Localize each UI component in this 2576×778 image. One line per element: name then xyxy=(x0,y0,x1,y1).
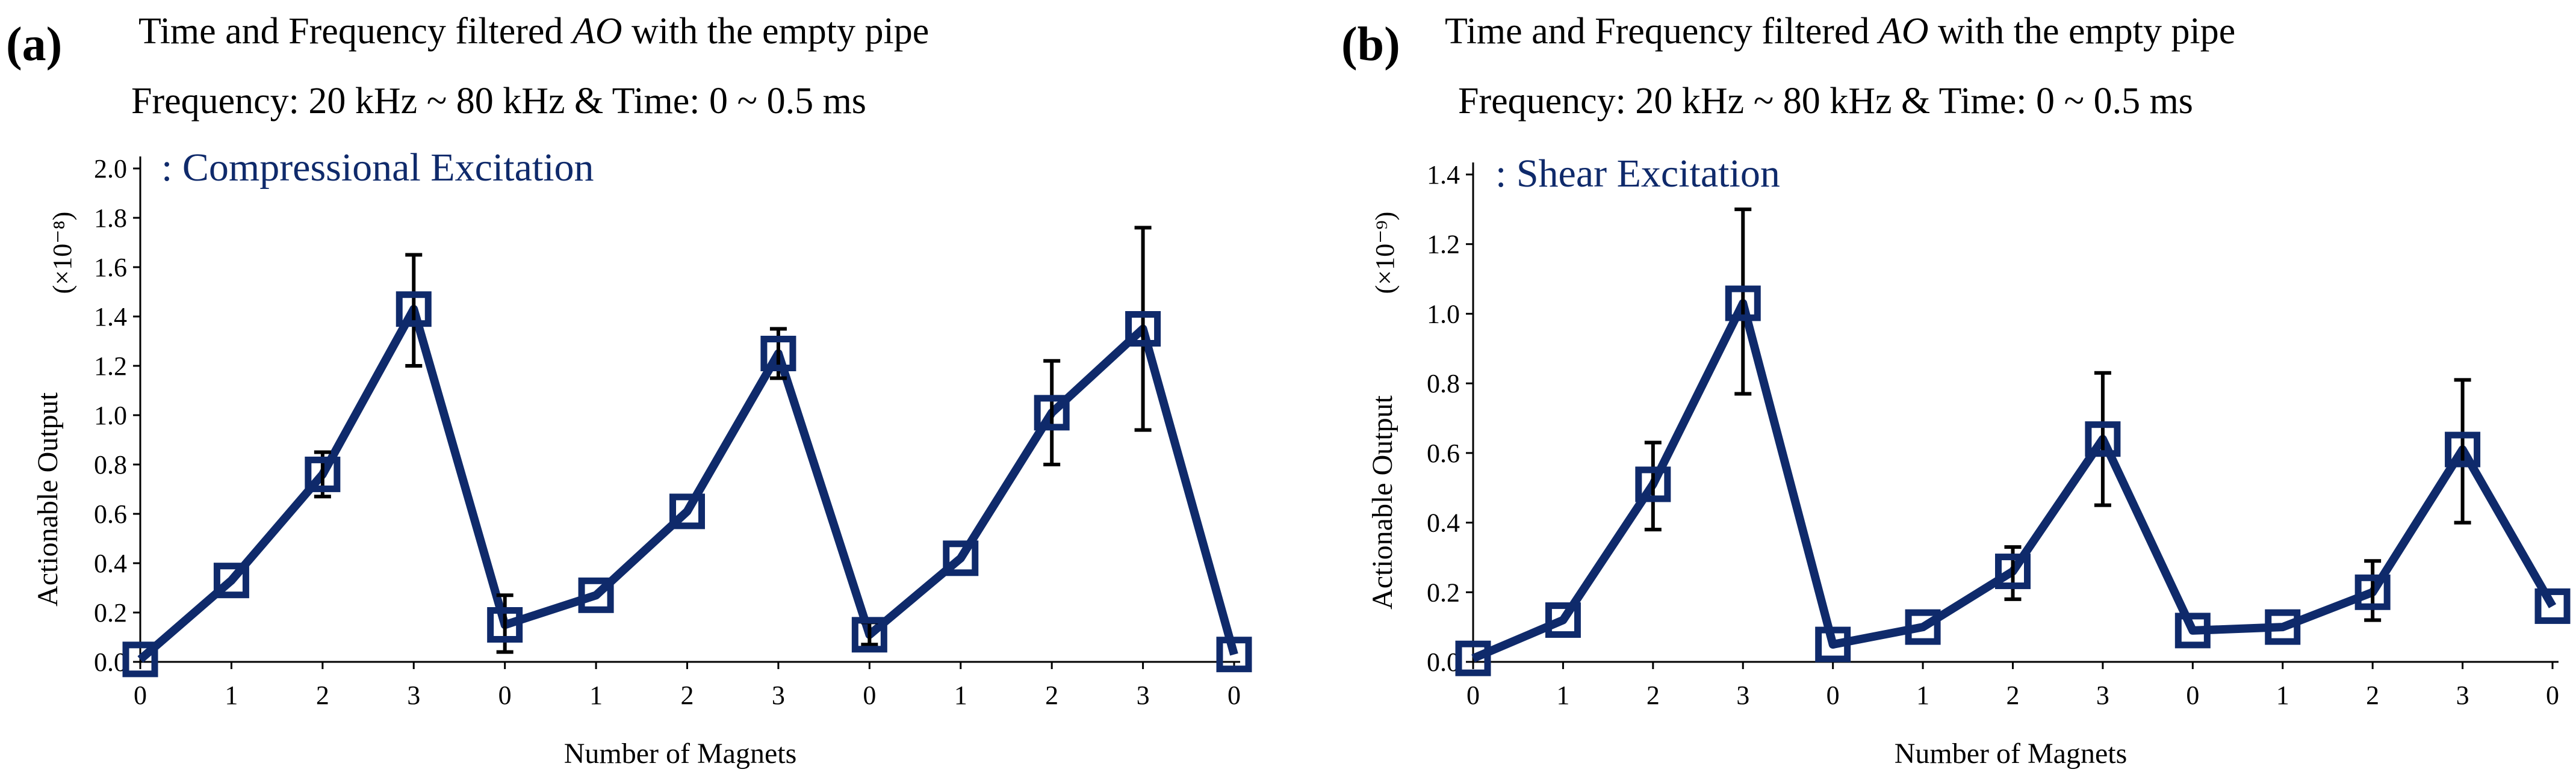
data-point xyxy=(2445,431,2481,468)
y-axis-label: Actionable Output xyxy=(1367,395,1398,610)
y-tick-label: 0.0 xyxy=(1427,647,1460,677)
data-point xyxy=(2354,574,2391,610)
data-point xyxy=(2534,588,2571,624)
y-tick-label: 0.6 xyxy=(1427,439,1460,468)
y-tick-label: 0.0 xyxy=(94,647,127,677)
x-tick-label: 1 xyxy=(954,681,967,710)
data-point xyxy=(1635,466,1671,502)
y-tick-label: 1.4 xyxy=(1427,160,1460,190)
x-tick-label: 3 xyxy=(407,681,420,710)
chart-title-italic: AO xyxy=(1876,11,1929,52)
chart-title-prefix: Time and Frequency filtered xyxy=(138,11,573,52)
x-tick-label: 0 xyxy=(1826,681,1840,710)
y-tick-label: 1.2 xyxy=(94,351,127,381)
x-tick-label: 0 xyxy=(1466,681,1480,710)
series-line xyxy=(137,304,1238,663)
y-tick-label: 1.6 xyxy=(94,253,127,282)
data-point xyxy=(578,577,614,613)
data-point xyxy=(760,336,796,371)
chart-title-prefix: Time and Frequency filtered xyxy=(1445,11,1879,52)
chart-title: Time and Frequency filtered AO with the … xyxy=(138,11,929,52)
data-point xyxy=(487,607,523,643)
y-tick-label: 0.6 xyxy=(94,499,127,529)
y-tick-label: 1.0 xyxy=(94,401,127,430)
x-tick-label: 0 xyxy=(498,681,512,710)
x-tick-label: 1 xyxy=(225,681,238,710)
data-point xyxy=(943,540,979,576)
y-tick-label: 0.2 xyxy=(94,598,127,628)
x-tick-label: 0 xyxy=(863,681,876,710)
legend-entry: : Compressional Excitation xyxy=(161,146,594,190)
legend-entry: : Shear Excitation xyxy=(1495,152,1780,196)
data-point xyxy=(1216,637,1252,673)
data-point xyxy=(1725,285,1761,321)
x-tick-label: 2 xyxy=(316,681,329,710)
panel-label: (a) xyxy=(6,18,62,71)
x-tick-label: 1 xyxy=(589,681,603,710)
x-tick-label: 3 xyxy=(2456,681,2469,710)
y-tick-label: 0.8 xyxy=(94,450,127,480)
x-tick-label: 1 xyxy=(1916,681,1929,710)
chart-title: Time and Frequency filtered AO with the … xyxy=(1445,11,2235,52)
data-point xyxy=(669,493,705,529)
data-point xyxy=(1905,609,1941,645)
chart-subtitle: Frequency: 20 kHz ~ 80 kHz & Time: 0 ~ 0… xyxy=(131,81,866,122)
y-tick-label: 1.8 xyxy=(94,203,127,233)
data-point xyxy=(2265,609,2301,645)
data-point xyxy=(2085,421,2121,457)
x-tick-label: 2 xyxy=(2366,681,2379,710)
chart-title-suffix: with the empty pipe xyxy=(1929,11,2236,52)
y-tick-label: 0.4 xyxy=(94,549,127,578)
y-axis-unit: (×10⁻⁸) xyxy=(48,212,77,294)
data-point xyxy=(2174,613,2211,649)
x-tick-label: 3 xyxy=(772,681,785,710)
y-axis-label: Actionable Output xyxy=(32,392,64,607)
x-tick-label: 2 xyxy=(1045,681,1058,710)
x-tick-label: 3 xyxy=(2096,681,2109,710)
data-point xyxy=(305,456,341,492)
data-point xyxy=(122,641,158,678)
y-tick-label: 0.4 xyxy=(1427,508,1460,538)
x-tick-label: 0 xyxy=(1227,681,1241,710)
data-point xyxy=(396,291,432,327)
y-tick-label: 2.0 xyxy=(94,154,127,184)
x-tick-label: 0 xyxy=(2186,681,2199,710)
chart-title-italic: AO xyxy=(570,11,622,52)
y-tick-label: 0.2 xyxy=(1427,578,1460,607)
x-tick-label: 1 xyxy=(2276,681,2289,710)
x-tick-label: 2 xyxy=(681,681,694,710)
series-line xyxy=(1471,299,2557,662)
data-point xyxy=(1995,554,2031,590)
data-point xyxy=(1455,640,1491,676)
data-point xyxy=(1034,395,1070,431)
x-tick-label: 2 xyxy=(1646,681,1660,710)
x-tick-label: 0 xyxy=(134,681,147,710)
x-tick-label: 3 xyxy=(1736,681,1749,710)
x-tick-label: 3 xyxy=(1137,681,1150,710)
data-point xyxy=(1125,311,1161,347)
chart-panel-a: (a) Time and Frequency filtered AO with t… xyxy=(6,11,1252,770)
y-tick-label: 0.8 xyxy=(1427,369,1460,398)
panel-label: (b) xyxy=(1341,18,1400,71)
x-tick-label: 0 xyxy=(2546,681,2559,710)
x-tick-label: 2 xyxy=(2006,681,2020,710)
y-tick-label: 1.4 xyxy=(94,302,127,332)
data-point xyxy=(213,563,249,599)
y-tick-label: 1.0 xyxy=(1427,299,1460,329)
y-axis-unit: (×10⁻⁹) xyxy=(1370,212,1400,294)
chart-panel-b: (b) Time and Frequency filtered AO with t… xyxy=(1341,11,2571,770)
data-point xyxy=(851,617,887,653)
x-axis-label: Number of Magnets xyxy=(1895,738,2128,770)
data-point xyxy=(1545,602,1581,638)
data-point xyxy=(1815,626,1851,662)
x-tick-label: 1 xyxy=(1556,681,1569,710)
x-axis-label: Number of Magnets xyxy=(564,738,797,770)
y-tick-label: 1.2 xyxy=(1427,230,1460,259)
chart-title-suffix: with the empty pipe xyxy=(622,11,930,52)
chart-subtitle: Frequency: 20 kHz ~ 80 kHz & Time: 0 ~ 0… xyxy=(1458,81,2193,122)
